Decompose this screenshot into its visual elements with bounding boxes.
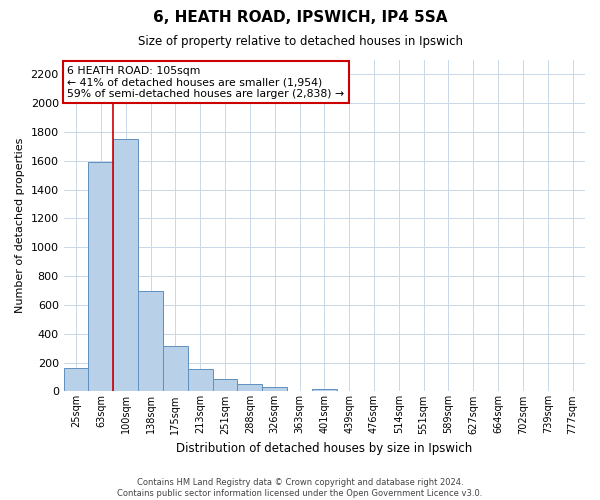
Text: 6 HEATH ROAD: 105sqm
← 41% of detached houses are smaller (1,954)
59% of semi-de: 6 HEATH ROAD: 105sqm ← 41% of detached h… bbox=[67, 66, 344, 99]
Bar bbox=[64, 368, 88, 392]
Bar bbox=[212, 379, 238, 392]
Y-axis label: Number of detached properties: Number of detached properties bbox=[15, 138, 25, 314]
Bar bbox=[88, 162, 113, 392]
Bar bbox=[138, 290, 163, 392]
Bar bbox=[262, 387, 287, 392]
Bar bbox=[238, 384, 262, 392]
Bar bbox=[163, 346, 188, 392]
X-axis label: Distribution of detached houses by size in Ipswich: Distribution of detached houses by size … bbox=[176, 442, 472, 455]
Bar bbox=[113, 138, 138, 392]
Bar bbox=[188, 369, 212, 392]
Text: Size of property relative to detached houses in Ipswich: Size of property relative to detached ho… bbox=[137, 35, 463, 48]
Text: Contains HM Land Registry data © Crown copyright and database right 2024.
Contai: Contains HM Land Registry data © Crown c… bbox=[118, 478, 482, 498]
Text: 6, HEATH ROAD, IPSWICH, IP4 5SA: 6, HEATH ROAD, IPSWICH, IP4 5SA bbox=[153, 10, 447, 25]
Bar bbox=[312, 388, 337, 392]
